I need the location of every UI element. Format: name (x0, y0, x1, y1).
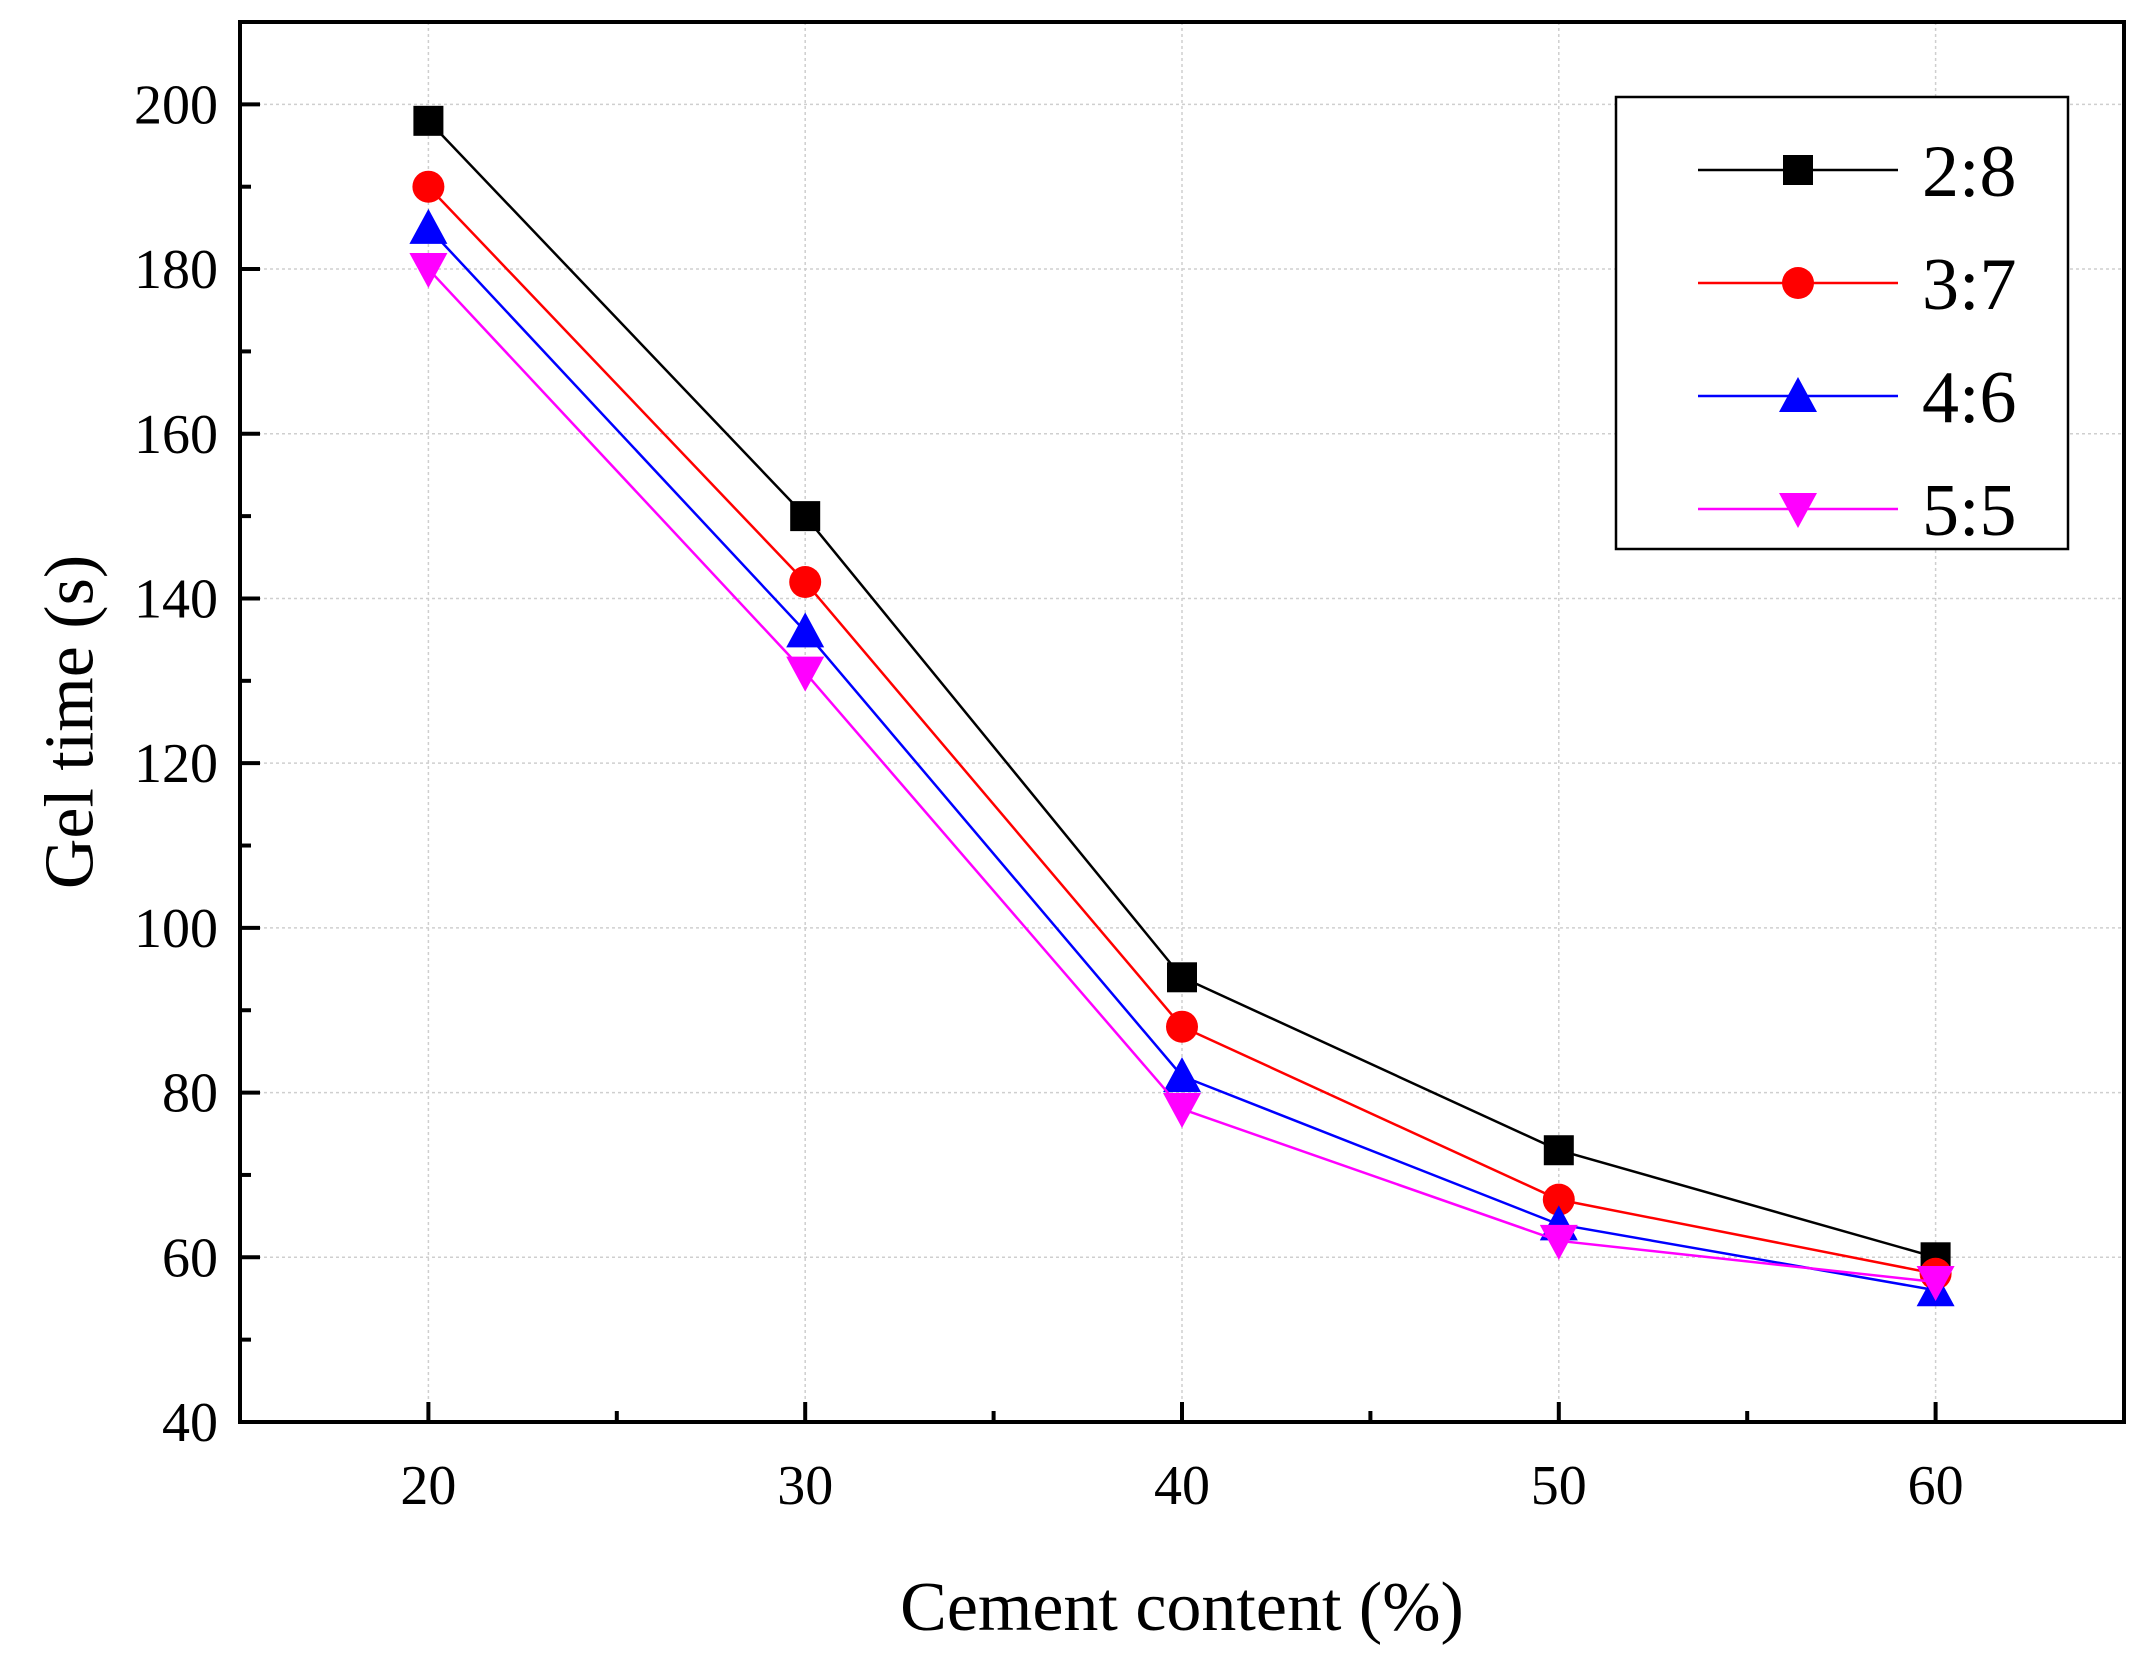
data-point (412, 170, 445, 203)
legend-marker (1779, 493, 1817, 528)
axes: 20 30 40 50 60 40 60 80 100 120 140 160 180 200 (134, 20, 2126, 1517)
data-point (789, 566, 822, 598)
data-point (1539, 1224, 1578, 1260)
data-point (1167, 962, 1197, 993)
legend: 2:8 3:7 4:6 5:5 (1614, 95, 2070, 552)
data-point (1543, 1135, 1574, 1166)
legend-label: 5:5 (1922, 470, 2017, 552)
series-layer (409, 105, 1955, 1307)
y-tick-label: 140 (134, 568, 218, 630)
data-point (790, 501, 821, 532)
legend-box (1614, 95, 2070, 551)
legend-label: 2:8 (1922, 131, 2017, 213)
x-tick-label: 20 (400, 1455, 456, 1517)
legend-item: 5:5 (1698, 470, 2017, 552)
y-tick-label: 100 (134, 898, 218, 960)
y-tick-label: 80 (162, 1063, 218, 1125)
data-point (409, 208, 448, 244)
y-tick-label: 40 (162, 1392, 218, 1454)
legend-label: 4:6 (1922, 357, 2017, 439)
data-point (786, 612, 825, 648)
y-tick-label: 200 (134, 74, 218, 136)
y-tick-label: 60 (162, 1227, 218, 1289)
legend-marker (1782, 267, 1814, 299)
data-point (413, 105, 444, 136)
x-tick-label: 40 (1154, 1455, 1210, 1517)
legend-marker (1783, 155, 1813, 185)
y-tick-label: 120 (134, 733, 218, 795)
x-tick-label: 50 (1531, 1455, 1587, 1517)
legend-item: 3:7 (1698, 244, 2017, 326)
legend-marker (1779, 377, 1817, 412)
legend-label: 3:7 (1922, 244, 2017, 326)
data-point (1916, 1266, 1955, 1301)
x-axis-title: Cement content (%) (900, 1569, 1464, 1646)
data-point (786, 656, 825, 692)
data-point (1542, 1183, 1575, 1216)
series-5-5 (409, 253, 1955, 1301)
data-point (1163, 1057, 1201, 1093)
y-tick-label: 180 (134, 239, 218, 301)
x-tick-label: 30 (777, 1455, 833, 1517)
series-3-7 (412, 170, 1952, 1290)
legend-item: 2:8 (1698, 131, 2017, 213)
data-point (1166, 1010, 1198, 1043)
y-axis-title: Gel time (s) (32, 555, 109, 889)
x-tick-label: 60 (1908, 1455, 1964, 1517)
y-tick-label: 160 (134, 404, 218, 466)
data-point (1163, 1093, 1201, 1129)
series-4-6 (409, 208, 1955, 1307)
data-point (409, 253, 448, 289)
legend-item: 4:6 (1698, 357, 2017, 439)
